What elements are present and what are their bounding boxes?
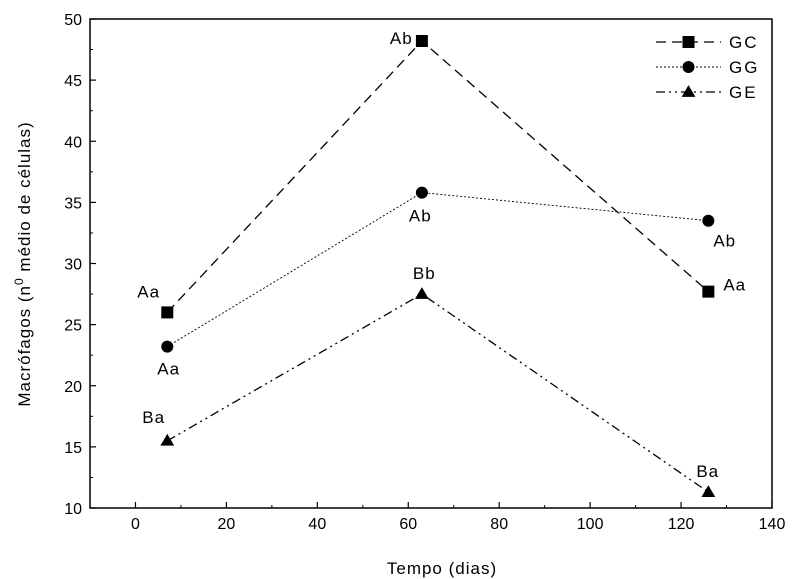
x-tick-label: 100: [577, 516, 604, 533]
x-tick-label: 0: [131, 516, 140, 533]
legend-label-gg: GG: [729, 58, 759, 77]
legend-label-gc: GC: [729, 33, 759, 52]
data-point-ge: [160, 433, 175, 446]
y-axis-title-main: Macrófagos (n: [15, 285, 34, 407]
y-tick-label: 30: [64, 257, 82, 274]
data-point-ge: [415, 287, 429, 299]
legend: GC GG GE: [656, 33, 759, 102]
point-label-gc: Aa: [723, 276, 746, 295]
data-point-gg: [702, 214, 715, 227]
x-tick-label: 120: [668, 516, 695, 533]
data-point-gc: [415, 35, 428, 48]
series-line-ge: [166, 293, 709, 493]
x-tick-label: 80: [490, 516, 508, 533]
y-axis-title-rest: médio de células): [15, 121, 34, 277]
point-label-ge: Bb: [413, 264, 436, 283]
legend-marker-gg: [682, 61, 695, 73]
axis-ticks: 0 20 40 60 80 100 120 140 10 15 20 25 30 35 40 45 50: [64, 12, 785, 533]
point-label-ge: Ba: [142, 408, 165, 427]
y-tick-label: 15: [64, 440, 82, 457]
y-tick-label: 40: [64, 134, 82, 151]
y-tick-label: 45: [64, 73, 82, 90]
series-line-gc: [166, 40, 709, 313]
legend-label-ge: GE: [729, 83, 758, 102]
x-tick-label: 60: [399, 516, 417, 533]
y-tick-label: 20: [64, 379, 82, 396]
data-point-gc: [161, 306, 174, 319]
legend-marker-ge: [681, 85, 696, 97]
y-tick-label: 35: [64, 195, 82, 212]
y-tick-label: 25: [64, 318, 82, 335]
series-gg: [161, 186, 715, 353]
point-labels: Aa Ab Aa Aa Ab Ab Ba Bb Ba: [137, 29, 746, 481]
series-ge: [160, 287, 716, 497]
data-point-gg: [415, 186, 428, 199]
y-axis-title-sup: 0: [12, 277, 26, 285]
y-axis-title: Macrófagos (n0 médio de células): [12, 121, 34, 406]
point-label-gg: Ab: [409, 207, 432, 226]
y-tick-label: 50: [64, 12, 82, 29]
point-label-gg: Aa: [157, 360, 180, 379]
point-label-gc: Ab: [390, 29, 413, 48]
data-point-gc: [702, 285, 715, 298]
x-tick-label: 20: [218, 516, 236, 533]
x-tick-label: 140: [759, 516, 786, 533]
y-tick-label: 10: [64, 501, 82, 518]
data-point-gg: [161, 340, 174, 353]
point-label-gc: Aa: [137, 282, 160, 301]
series-gc: [161, 35, 715, 319]
series-layer: [160, 35, 716, 497]
point-label-ge: Ba: [696, 462, 719, 481]
series-line-gg: [167, 192, 709, 348]
x-tick-label: 40: [308, 516, 326, 533]
legend-marker-gc: [682, 36, 695, 48]
point-label-gg: Ab: [713, 232, 736, 251]
data-point-ge: [701, 485, 716, 497]
x-axis-title: Tempo (dias): [387, 559, 497, 578]
